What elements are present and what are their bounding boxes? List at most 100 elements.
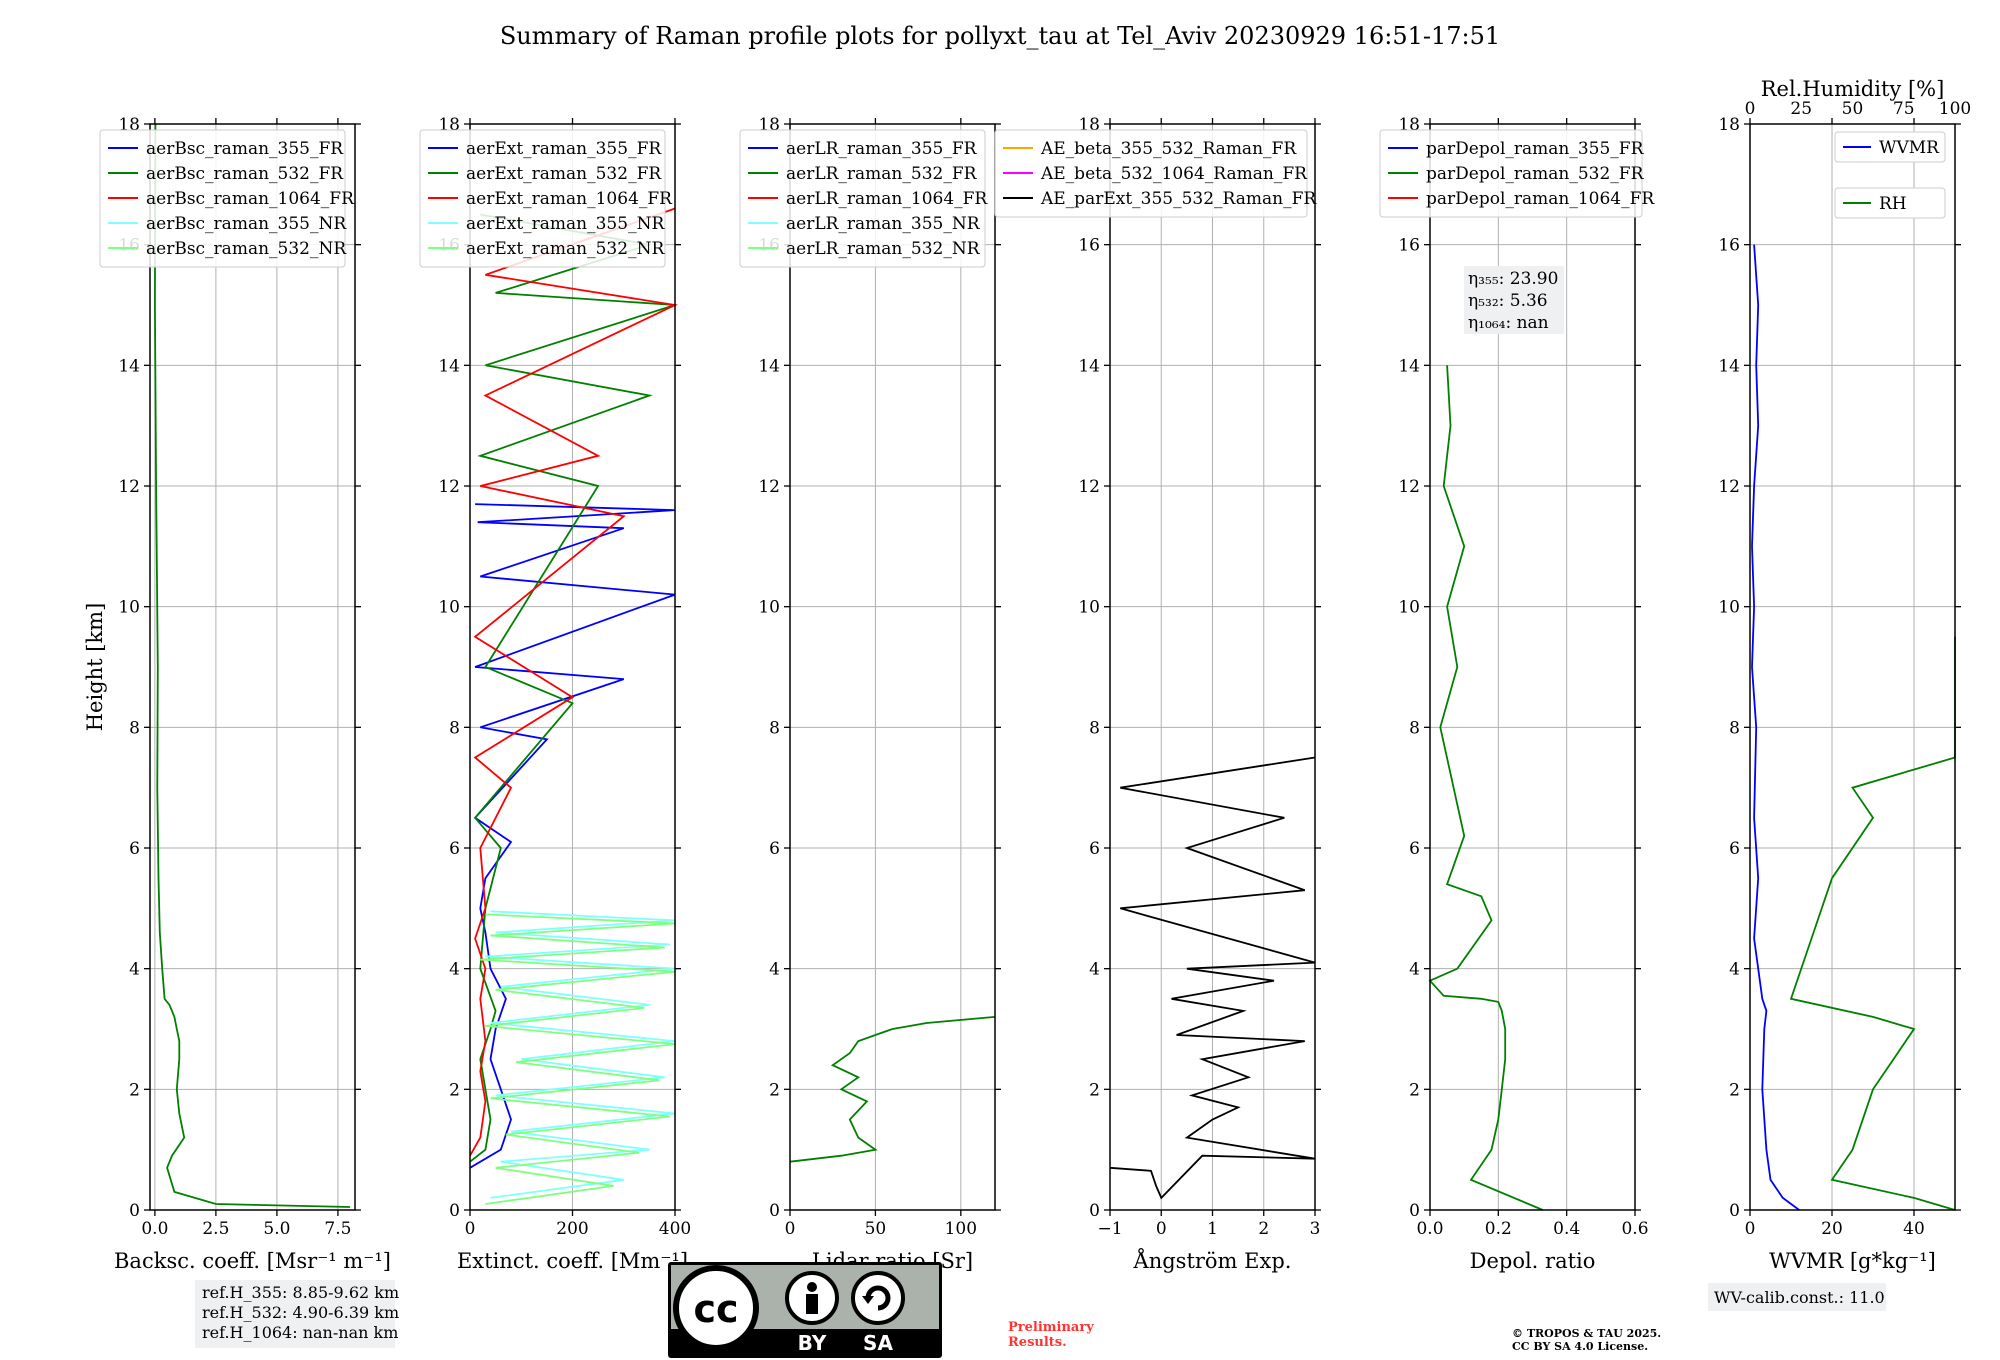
plot-frame [469, 123, 676, 1211]
wv-calib-text: WV-calib.const.: 11.0 [1714, 1288, 1885, 1307]
y-tick-label: 4 [1729, 960, 1740, 980]
y-tick-label: 12 [1078, 477, 1100, 497]
series-line-aerExt_raman_532_FR [469, 213, 676, 1163]
x-tick-label: 0 [1745, 1219, 1756, 1239]
legend-box-WVMR [1834, 131, 1946, 163]
y-tick-label: 12 [438, 477, 460, 497]
legend-label-WVMR: WVMR [1879, 138, 1940, 158]
x-tick-label: 50 [865, 1219, 887, 1239]
y-tick-label: 2 [1729, 1080, 1740, 1100]
series-line-aerLR_raman_532_FR [789, 1016, 996, 1163]
y-tick-label: 16 [1398, 236, 1420, 256]
x-tick-label: 0 [785, 1219, 796, 1239]
cc-logo-icon [673, 1265, 759, 1351]
y-tick-label: 6 [1089, 839, 1100, 859]
x-axis-label: Backsc. coeff. [Msr⁻¹ m⁻¹] [114, 1249, 391, 1273]
plot-frame [1749, 123, 1956, 1211]
y-tick-label: 4 [1089, 960, 1100, 980]
legend-label-parDepol_raman_355_FR: parDepol_raman_355_FR [1426, 139, 1645, 159]
badge-sa-label: SA [863, 1331, 893, 1355]
x-tick-label: 0.2 [1485, 1219, 1512, 1239]
series-line-parDepol_raman_532_FR [1428, 365, 1544, 1211]
copyright-line-1: © TROPOS & TAU 2025. [1512, 1327, 1661, 1340]
y-tick-label: 6 [1729, 839, 1740, 859]
x-tick-label: 40 [1903, 1219, 1925, 1239]
legend-box-RH [1834, 187, 1946, 219]
legend-label-AE_beta_532_1064_Raman_FR: AE_beta_532_1064_Raman_FR [1040, 164, 1308, 184]
y-tick-label: 4 [129, 960, 140, 980]
legend-label-AE_beta_355_532_Raman_FR: AE_beta_355_532_Raman_FR [1040, 139, 1297, 159]
y-tick-label: 10 [1078, 598, 1100, 618]
y-tick-label: 8 [1729, 718, 1740, 738]
series-line-WVMR [1751, 244, 1800, 1211]
x-tick-label: 0.4 [1553, 1219, 1580, 1239]
x-axis-label: Extinct. coeff. [Mm⁻¹] [457, 1249, 688, 1273]
legend-label-aerBsc_raman_532_NR: aerBsc_raman_532_NR [146, 239, 347, 259]
y-tick-label: 8 [1409, 718, 1420, 738]
y-axis-label: Height [km] [83, 603, 107, 732]
preliminary-line-2: Results. [1008, 1335, 1067, 1350]
y-tick-label: 6 [1409, 839, 1420, 859]
x-tick-label: 0.0 [1416, 1219, 1443, 1239]
top-x-tick-label: 75 [1893, 99, 1915, 119]
wv-calib-box: WV-calib.const.: 11.0 [1708, 1283, 1886, 1311]
y-tick-label: 0 [769, 1201, 780, 1221]
legend-label-aerLR_raman_355_NR: aerLR_raman_355_NR [786, 214, 981, 234]
y-tick-label: 8 [449, 718, 460, 738]
y-tick-label: 14 [1398, 356, 1420, 376]
ref-height-box: ref.H_355: 8.85-9.62 km ref.H_532: 4.90-… [195, 1280, 399, 1348]
figure-title: Summary of Raman profile plots for polly… [500, 22, 1500, 50]
y-tick-label: 10 [438, 598, 460, 618]
y-tick-label: 6 [449, 839, 460, 859]
y-tick-label: 10 [758, 598, 780, 618]
y-tick-label: 4 [769, 960, 780, 980]
legend-label-parDepol_raman_532_FR: parDepol_raman_532_FR [1426, 164, 1645, 184]
x-tick-label: −1 [1097, 1219, 1122, 1239]
series-line-aerExt_raman_1064_FR [469, 207, 678, 1157]
y-tick-label: 14 [1078, 356, 1100, 376]
eta-annotation: η₅₃₂: 5.36 [1468, 291, 1548, 311]
x-tick-label: 1 [1207, 1219, 1218, 1239]
y-tick-label: 14 [1718, 356, 1740, 376]
y-tick-label: 10 [118, 598, 140, 618]
x-tick-label: 0.0 [141, 1219, 168, 1239]
y-tick-label: 2 [1409, 1080, 1420, 1100]
cc-logo-text: cc [693, 1287, 738, 1331]
ref-height-1064: ref.H_1064: nan-nan km [202, 1323, 398, 1342]
top-x-tick-label: 50 [1842, 99, 1864, 119]
x-tick-label: 0.6 [1621, 1219, 1648, 1239]
legend-label-aerBsc_raman_532_FR: aerBsc_raman_532_FR [146, 164, 344, 184]
x-tick-label: 3 [1310, 1219, 1321, 1239]
top-x-tick-label: 0 [1745, 99, 1756, 119]
y-tick-label: 8 [129, 718, 140, 738]
legend-label-RH: RH [1879, 194, 1907, 214]
y-tick-label: 0 [1089, 1201, 1100, 1221]
y-tick-label: 12 [118, 477, 140, 497]
ref-height-532: ref.H_532: 4.90-6.39 km [202, 1303, 399, 1322]
legend-label-aerExt_raman_1064_FR: aerExt_raman_1064_FR [466, 189, 673, 209]
y-tick-label: 2 [449, 1080, 460, 1100]
x-tick-label: 0 [465, 1219, 476, 1239]
y-tick-label: 4 [1409, 960, 1420, 980]
x-tick-label: 2 [1258, 1219, 1269, 1239]
y-tick-label: 2 [1089, 1080, 1100, 1100]
y-tick-label: 10 [1398, 598, 1420, 618]
legend-label-aerLR_raman_532_NR: aerLR_raman_532_NR [786, 239, 981, 259]
legend-box [419, 129, 666, 268]
y-tick-label: 0 [1729, 1201, 1740, 1221]
y-tick-label: 18 [1718, 115, 1740, 135]
badge-by-label: BY [798, 1331, 827, 1355]
legend-label-aerExt_raman_532_FR: aerExt_raman_532_FR [466, 164, 662, 184]
series-line-AE_parExt_355_532_Raman_FR [1109, 756, 1316, 1200]
x-tick-label: 5.0 [263, 1219, 290, 1239]
y-tick-label: 0 [1409, 1201, 1420, 1221]
x-tick-label: 2.5 [202, 1219, 229, 1239]
legend-label-aerLR_raman_355_FR: aerLR_raman_355_FR [786, 139, 978, 159]
top-x-axis-label: Rel.Humidity [%] [1761, 77, 1945, 101]
y-tick-label: 10 [1718, 598, 1740, 618]
x-axis-label: WVMR [g*kg⁻¹] [1769, 1249, 1936, 1273]
